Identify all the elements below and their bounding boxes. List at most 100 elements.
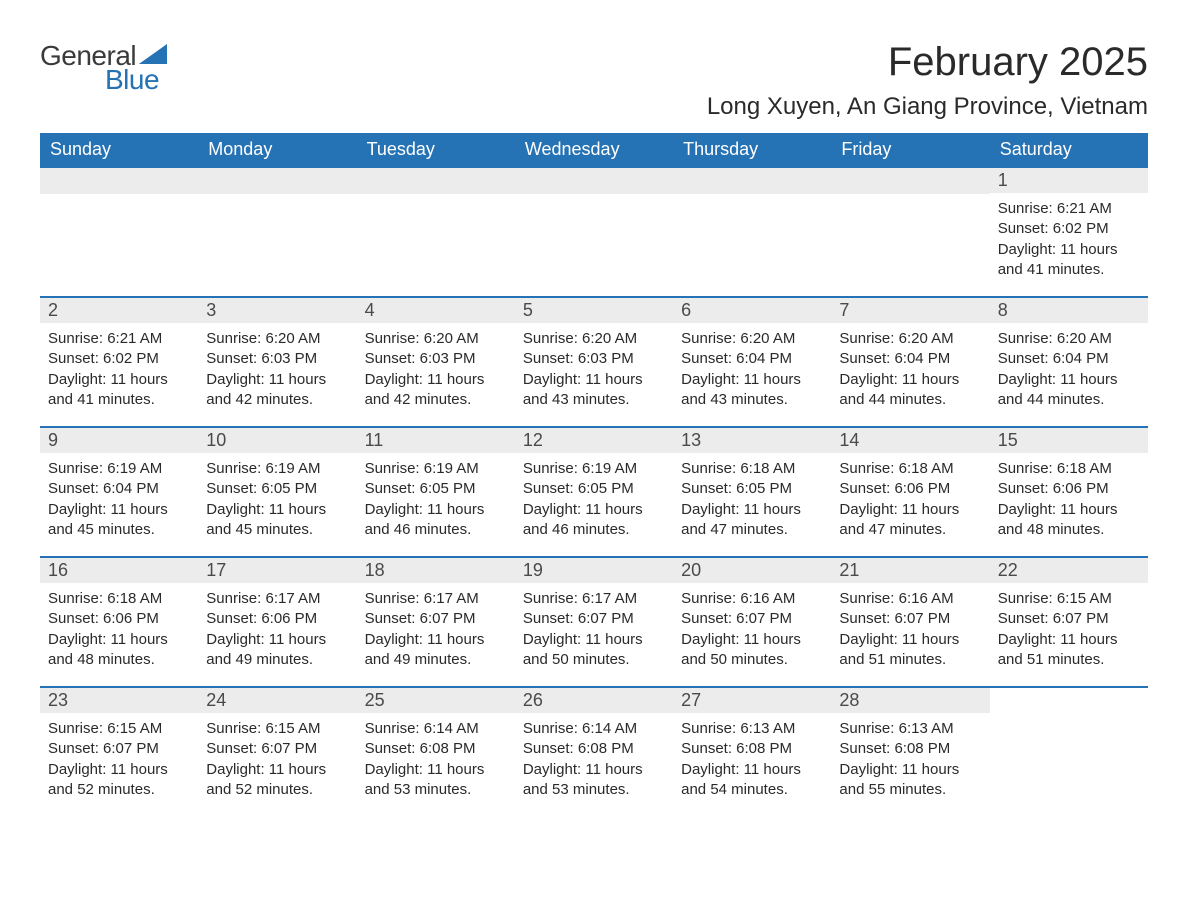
sunrise-text: Sunrise: 6:19 AM bbox=[48, 459, 190, 479]
day-cell: 14Sunrise: 6:18 AMSunset: 6:06 PMDayligh… bbox=[831, 427, 989, 557]
sunrise-text: Sunrise: 6:16 AM bbox=[839, 589, 981, 609]
sunset-text: Sunset: 6:08 PM bbox=[523, 739, 665, 759]
day-number: 25 bbox=[357, 688, 515, 713]
sunrise-text: Sunrise: 6:20 AM bbox=[523, 329, 665, 349]
sunset-text: Sunset: 6:05 PM bbox=[365, 479, 507, 499]
day-number: 16 bbox=[40, 558, 198, 583]
day-details: Sunrise: 6:19 AMSunset: 6:05 PMDaylight:… bbox=[515, 453, 673, 546]
sunset-text: Sunset: 6:06 PM bbox=[998, 479, 1140, 499]
daylight-text: Daylight: 11 hours and 50 minutes. bbox=[523, 630, 665, 671]
week-row: 23Sunrise: 6:15 AMSunset: 6:07 PMDayligh… bbox=[40, 687, 1148, 817]
daylight-text: Daylight: 11 hours and 46 minutes. bbox=[523, 500, 665, 541]
day-header-sunday: Sunday bbox=[40, 133, 198, 167]
sunset-text: Sunset: 6:05 PM bbox=[681, 479, 823, 499]
day-cell bbox=[40, 167, 198, 297]
day-cell: 2Sunrise: 6:21 AMSunset: 6:02 PMDaylight… bbox=[40, 297, 198, 427]
day-cell: 22Sunrise: 6:15 AMSunset: 6:07 PMDayligh… bbox=[990, 557, 1148, 687]
sunrise-text: Sunrise: 6:21 AM bbox=[998, 199, 1140, 219]
day-number: 6 bbox=[673, 298, 831, 323]
day-cell: 28Sunrise: 6:13 AMSunset: 6:08 PMDayligh… bbox=[831, 687, 989, 817]
daylight-text: Daylight: 11 hours and 45 minutes. bbox=[48, 500, 190, 541]
day-number: 4 bbox=[357, 298, 515, 323]
day-cell: 20Sunrise: 6:16 AMSunset: 6:07 PMDayligh… bbox=[673, 557, 831, 687]
day-details: Sunrise: 6:17 AMSunset: 6:07 PMDaylight:… bbox=[357, 583, 515, 676]
sunrise-text: Sunrise: 6:20 AM bbox=[839, 329, 981, 349]
sunset-text: Sunset: 6:03 PM bbox=[206, 349, 348, 369]
sunset-text: Sunset: 6:03 PM bbox=[365, 349, 507, 369]
day-details: Sunrise: 6:14 AMSunset: 6:08 PMDaylight:… bbox=[515, 713, 673, 806]
location-text: Long Xuyen, An Giang Province, Vietnam bbox=[707, 93, 1148, 121]
day-details: Sunrise: 6:15 AMSunset: 6:07 PMDaylight:… bbox=[40, 713, 198, 806]
day-details: Sunrise: 6:17 AMSunset: 6:07 PMDaylight:… bbox=[515, 583, 673, 676]
day-details: Sunrise: 6:17 AMSunset: 6:06 PMDaylight:… bbox=[198, 583, 356, 676]
daylight-text: Daylight: 11 hours and 51 minutes. bbox=[839, 630, 981, 671]
daylight-text: Daylight: 11 hours and 45 minutes. bbox=[206, 500, 348, 541]
daylight-text: Daylight: 11 hours and 44 minutes. bbox=[998, 370, 1140, 411]
day-header-wednesday: Wednesday bbox=[515, 133, 673, 167]
empty-day-bar bbox=[831, 168, 989, 194]
sunrise-text: Sunrise: 6:18 AM bbox=[48, 589, 190, 609]
day-details: Sunrise: 6:19 AMSunset: 6:04 PMDaylight:… bbox=[40, 453, 198, 546]
daylight-text: Daylight: 11 hours and 52 minutes. bbox=[48, 760, 190, 801]
sunset-text: Sunset: 6:07 PM bbox=[48, 739, 190, 759]
day-cell: 10Sunrise: 6:19 AMSunset: 6:05 PMDayligh… bbox=[198, 427, 356, 557]
daylight-text: Daylight: 11 hours and 42 minutes. bbox=[206, 370, 348, 411]
sunset-text: Sunset: 6:05 PM bbox=[523, 479, 665, 499]
sunrise-text: Sunrise: 6:20 AM bbox=[998, 329, 1140, 349]
empty-day-bar bbox=[673, 168, 831, 194]
sunset-text: Sunset: 6:07 PM bbox=[839, 609, 981, 629]
sunrise-text: Sunrise: 6:17 AM bbox=[206, 589, 348, 609]
sunset-text: Sunset: 6:06 PM bbox=[48, 609, 190, 629]
sunrise-text: Sunrise: 6:20 AM bbox=[365, 329, 507, 349]
day-cell bbox=[357, 167, 515, 297]
sunset-text: Sunset: 6:04 PM bbox=[681, 349, 823, 369]
day-number: 28 bbox=[831, 688, 989, 713]
sunrise-text: Sunrise: 6:14 AM bbox=[523, 719, 665, 739]
day-number: 19 bbox=[515, 558, 673, 583]
day-number: 17 bbox=[198, 558, 356, 583]
daylight-text: Daylight: 11 hours and 53 minutes. bbox=[523, 760, 665, 801]
daylight-text: Daylight: 11 hours and 42 minutes. bbox=[365, 370, 507, 411]
day-cell: 25Sunrise: 6:14 AMSunset: 6:08 PMDayligh… bbox=[357, 687, 515, 817]
sunset-text: Sunset: 6:05 PM bbox=[206, 479, 348, 499]
sunset-text: Sunset: 6:06 PM bbox=[206, 609, 348, 629]
day-cell: 13Sunrise: 6:18 AMSunset: 6:05 PMDayligh… bbox=[673, 427, 831, 557]
day-header-monday: Monday bbox=[198, 133, 356, 167]
day-cell: 11Sunrise: 6:19 AMSunset: 6:05 PMDayligh… bbox=[357, 427, 515, 557]
sunrise-text: Sunrise: 6:13 AM bbox=[839, 719, 981, 739]
day-cell: 12Sunrise: 6:19 AMSunset: 6:05 PMDayligh… bbox=[515, 427, 673, 557]
daylight-text: Daylight: 11 hours and 43 minutes. bbox=[523, 370, 665, 411]
sunrise-text: Sunrise: 6:15 AM bbox=[206, 719, 348, 739]
sunrise-text: Sunrise: 6:20 AM bbox=[681, 329, 823, 349]
sunset-text: Sunset: 6:07 PM bbox=[523, 609, 665, 629]
daylight-text: Daylight: 11 hours and 53 minutes. bbox=[365, 760, 507, 801]
daylight-text: Daylight: 11 hours and 49 minutes. bbox=[365, 630, 507, 671]
sunset-text: Sunset: 6:08 PM bbox=[681, 739, 823, 759]
day-cell: 7Sunrise: 6:20 AMSunset: 6:04 PMDaylight… bbox=[831, 297, 989, 427]
day-details: Sunrise: 6:21 AMSunset: 6:02 PMDaylight:… bbox=[990, 193, 1148, 286]
day-details: Sunrise: 6:18 AMSunset: 6:06 PMDaylight:… bbox=[990, 453, 1148, 546]
day-number: 27 bbox=[673, 688, 831, 713]
sunset-text: Sunset: 6:07 PM bbox=[681, 609, 823, 629]
sunset-text: Sunset: 6:08 PM bbox=[365, 739, 507, 759]
day-details: Sunrise: 6:20 AMSunset: 6:03 PMDaylight:… bbox=[198, 323, 356, 416]
day-cell: 6Sunrise: 6:20 AMSunset: 6:04 PMDaylight… bbox=[673, 297, 831, 427]
day-details: Sunrise: 6:18 AMSunset: 6:06 PMDaylight:… bbox=[831, 453, 989, 546]
day-details: Sunrise: 6:13 AMSunset: 6:08 PMDaylight:… bbox=[673, 713, 831, 806]
day-cell: 9Sunrise: 6:19 AMSunset: 6:04 PMDaylight… bbox=[40, 427, 198, 557]
day-number: 3 bbox=[198, 298, 356, 323]
empty-day-bar bbox=[515, 168, 673, 194]
sunrise-text: Sunrise: 6:15 AM bbox=[998, 589, 1140, 609]
day-cell bbox=[831, 167, 989, 297]
daylight-text: Daylight: 11 hours and 47 minutes. bbox=[839, 500, 981, 541]
sunset-text: Sunset: 6:04 PM bbox=[839, 349, 981, 369]
day-number: 10 bbox=[198, 428, 356, 453]
sunrise-text: Sunrise: 6:18 AM bbox=[681, 459, 823, 479]
sunset-text: Sunset: 6:06 PM bbox=[839, 479, 981, 499]
day-cell: 27Sunrise: 6:13 AMSunset: 6:08 PMDayligh… bbox=[673, 687, 831, 817]
daylight-text: Daylight: 11 hours and 44 minutes. bbox=[839, 370, 981, 411]
day-cell: 1Sunrise: 6:21 AMSunset: 6:02 PMDaylight… bbox=[990, 167, 1148, 297]
day-details: Sunrise: 6:19 AMSunset: 6:05 PMDaylight:… bbox=[198, 453, 356, 546]
week-row: 16Sunrise: 6:18 AMSunset: 6:06 PMDayligh… bbox=[40, 557, 1148, 687]
sunrise-text: Sunrise: 6:18 AM bbox=[839, 459, 981, 479]
